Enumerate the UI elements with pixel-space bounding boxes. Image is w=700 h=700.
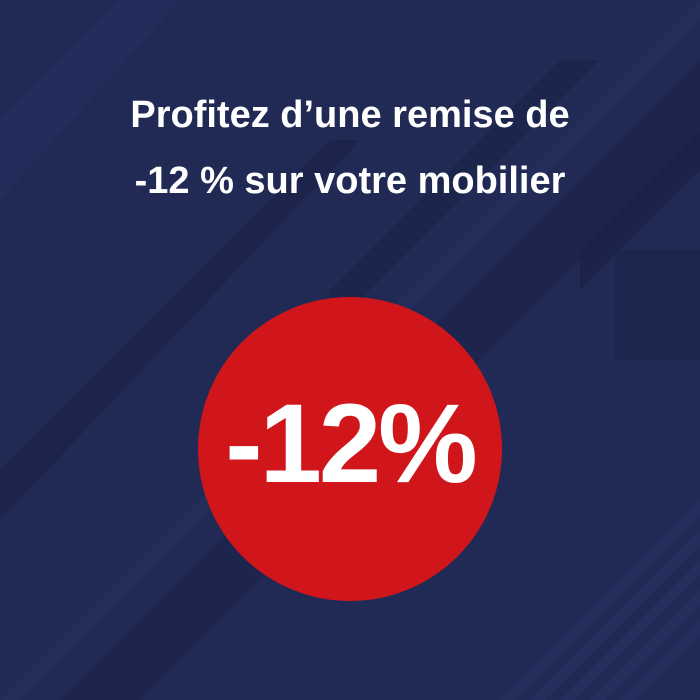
headline-line-2: -12 % sur votre mobilier [134, 160, 566, 202]
discount-badge-label: -12% [225, 380, 477, 506]
discount-badge: -12% [198, 297, 502, 601]
headline: Profitez d’une remise de -12 % sur votre… [0, 82, 700, 214]
headline-line-1: Profitez d’une remise de [130, 94, 570, 136]
